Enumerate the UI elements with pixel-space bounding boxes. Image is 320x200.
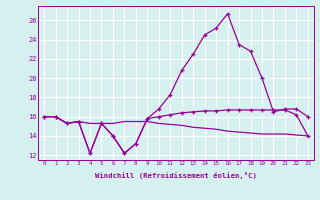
X-axis label: Windchill (Refroidissement éolien,°C): Windchill (Refroidissement éolien,°C) [95, 172, 257, 179]
